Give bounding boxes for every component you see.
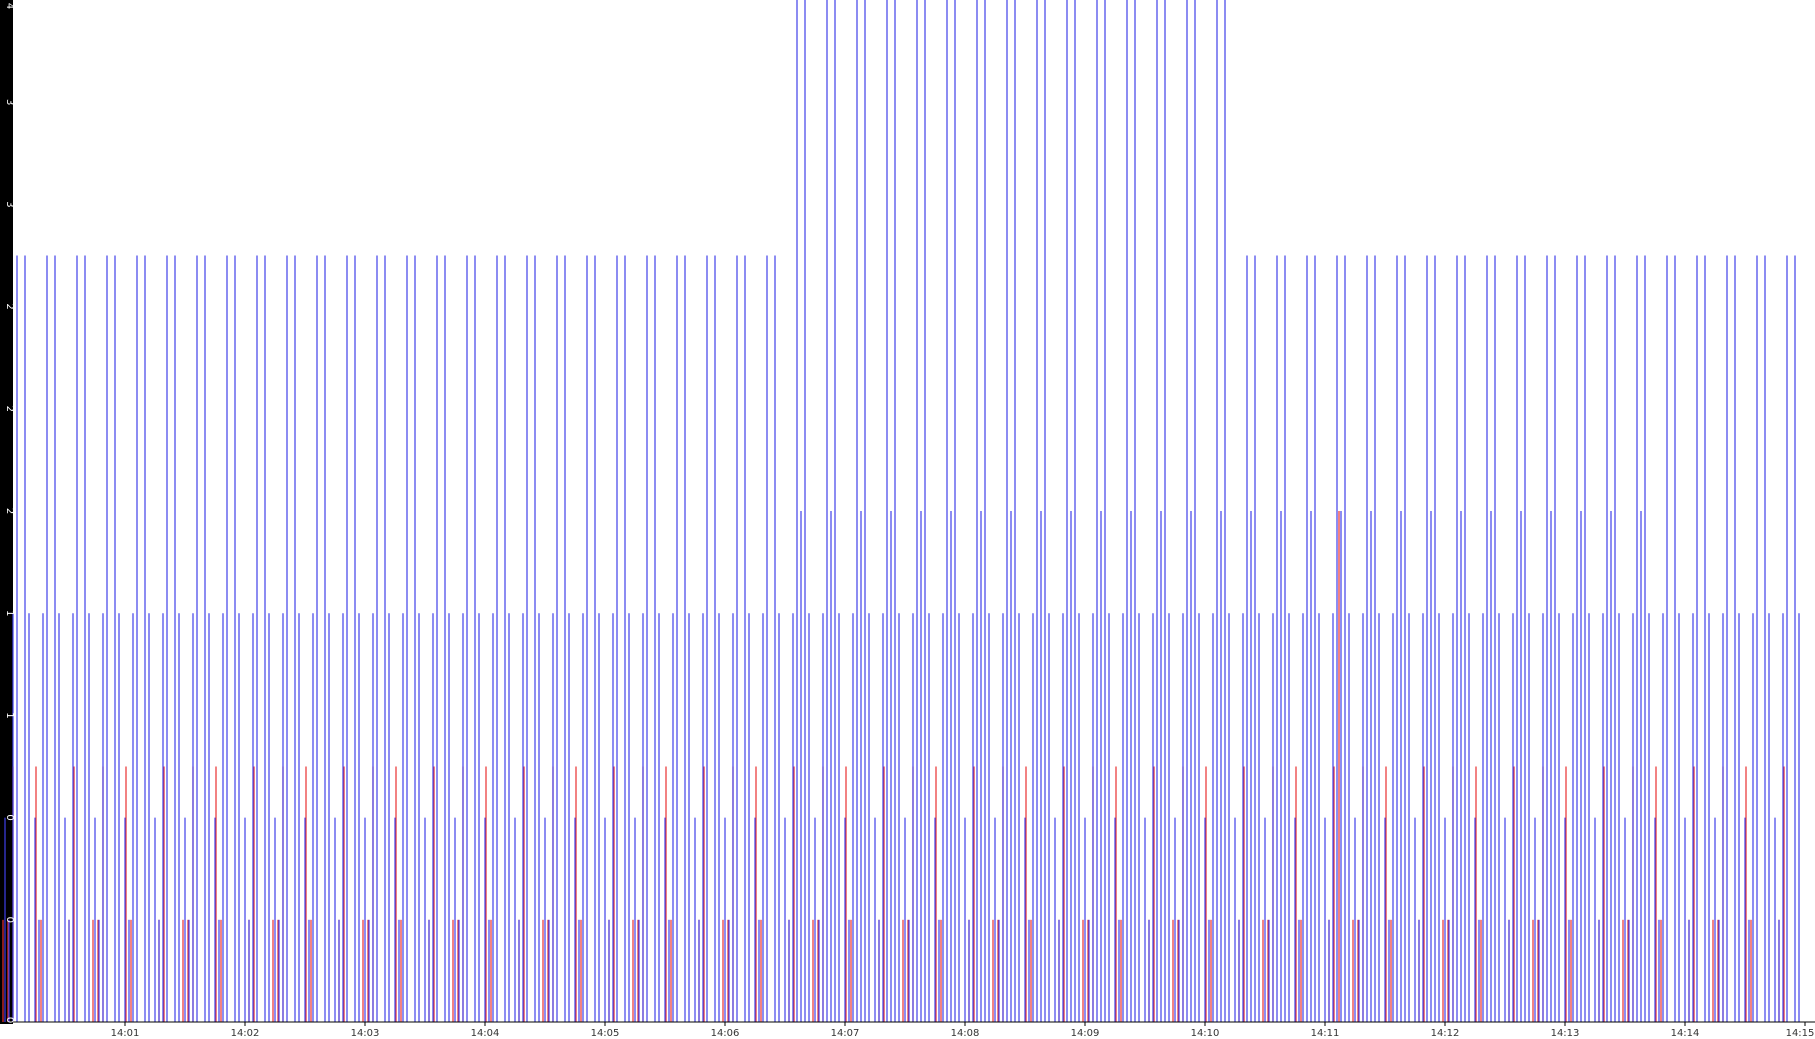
x-tick-label: 14:14: [1671, 1028, 1700, 1039]
x-tick-label: 14:01: [111, 1028, 140, 1039]
y-tick-label: 2: [4, 406, 15, 412]
y-tick-label: 0: [4, 814, 15, 820]
x-tick-label: 14:08: [951, 1028, 980, 1039]
y-tick-label: 3: [4, 99, 15, 105]
x-tick-label: 14:12: [1431, 1028, 1460, 1039]
y-tick-label: 2: [4, 303, 15, 309]
series-a-lines: [4, 0, 1800, 1022]
y-tick-label: 1: [4, 610, 15, 616]
x-tick-label: 14:02: [231, 1028, 260, 1039]
y-tick-label: 0: [4, 1017, 15, 1023]
x-tick-label: 14:03: [351, 1028, 380, 1039]
x-tick-label: 14:04: [471, 1028, 500, 1039]
y-tick-label: 2: [4, 508, 15, 514]
y-tick-label: 4: [4, 3, 15, 9]
x-tick-label: 14:10: [1191, 1028, 1220, 1039]
x-tick-label: 14:06: [711, 1028, 740, 1039]
y-tick-label: 1: [4, 712, 15, 718]
x-tick-label: 14:05: [591, 1028, 620, 1039]
y-tick-label: 0: [4, 917, 15, 923]
y-axis-ticks: 0 0 0 1 1 2 2 2 3 3 4: [4, 3, 15, 1023]
x-tick-label: 14:09: [1071, 1028, 1100, 1039]
y-tick-label: 3: [4, 201, 15, 207]
x-tick-label: 14:13: [1551, 1028, 1580, 1039]
x-tick-label: 14:07: [831, 1028, 860, 1039]
y-axis-bar: [0, 0, 13, 1024]
x-tick-label: 14:15: [1786, 1028, 1815, 1039]
x-tick-label: 14:11: [1311, 1028, 1340, 1039]
x-axis-ticks: 14:01 14:02 14:03 14:04 14:05 14:06 14:07 14:08…: [111, 1022, 1815, 1039]
